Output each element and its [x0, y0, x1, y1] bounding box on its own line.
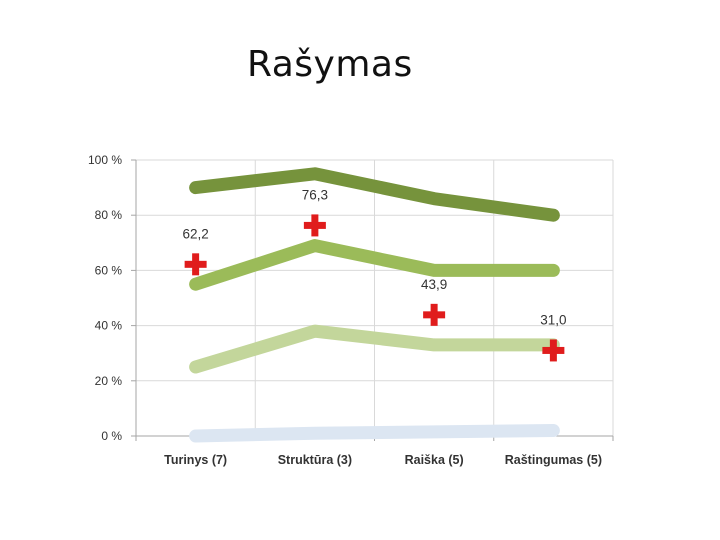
y-tick-label: 20 %: [95, 374, 123, 388]
slide-title: Rašymas: [247, 44, 413, 85]
y-tick-label: 40 %: [95, 319, 123, 333]
markers: [184, 214, 565, 362]
y-tick-label: 0 %: [101, 429, 122, 443]
cross-marker: [184, 253, 207, 276]
series-line-2: [189, 239, 560, 291]
series: [189, 167, 560, 443]
cross-marker-v: [311, 214, 319, 237]
x-tick-label: Struktūra (3): [278, 453, 352, 467]
cross-marker: [542, 339, 565, 362]
data-label: 62,2: [182, 226, 208, 241]
data-label: 43,9: [421, 277, 447, 292]
cross-marker-v: [549, 339, 557, 362]
cross-marker: [303, 214, 326, 237]
labels: 0 % 20 % 40 % 60 % 80 % 100 % Turinys (7) Struk…: [88, 153, 602, 467]
x-tick-label: Raštingumas (5): [505, 453, 602, 467]
series-line-3: [189, 324, 560, 374]
y-tick-label: 100 %: [88, 153, 122, 167]
cross-marker: [423, 303, 446, 326]
y-tick-label: 80 %: [95, 208, 123, 222]
y-tick-label: 60 %: [95, 263, 123, 277]
x-tick-label: Raiška (5): [405, 453, 464, 467]
axes: [131, 159, 614, 441]
data-label: 31,0: [540, 312, 566, 327]
cross-marker-v: [192, 253, 200, 276]
cross-marker-v: [430, 303, 438, 326]
grid: [135, 159, 614, 437]
data-label: 76,3: [302, 187, 328, 202]
series-line-1: [189, 167, 560, 222]
x-tick-label: Turinys (7): [164, 453, 227, 467]
series-line-4: [189, 423, 560, 443]
